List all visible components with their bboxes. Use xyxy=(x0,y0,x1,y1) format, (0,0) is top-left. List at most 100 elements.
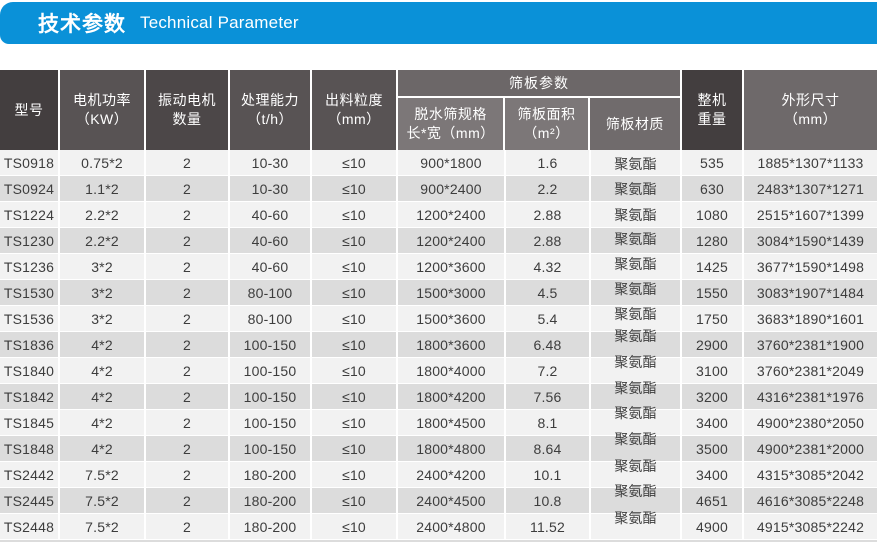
cell-screen-material: 聚氨酯 xyxy=(591,328,682,357)
cell-screen-area: 8.1 xyxy=(506,410,591,435)
cell-model: TS2442 xyxy=(0,462,60,487)
header-model: 型号 xyxy=(0,70,60,150)
cell-motor-power: 2.2*2 xyxy=(60,202,146,227)
cell-motor-qty: 2 xyxy=(146,254,230,279)
screen-material-text: 聚氨酯 xyxy=(614,404,657,421)
cell-screen-material: 聚氨酯 xyxy=(591,306,682,331)
header-motor-power-line1: 电机功率 xyxy=(73,92,131,108)
header-dimensions-line2: （mm） xyxy=(783,111,838,127)
header-screen-area-line2: （m²） xyxy=(523,125,570,141)
cell-capacity: 80-100 xyxy=(230,280,312,305)
cell-screen-area: 6.48 xyxy=(506,332,591,357)
cell-motor-power: 1.1*2 xyxy=(60,176,146,201)
cell-capacity: 100-150 xyxy=(230,410,312,435)
header-particle-size: 出料粒度 （mm） xyxy=(312,70,398,150)
cell-dimensions: 1885*1307*1133 xyxy=(744,150,877,175)
cell-screen-spec: 1800*4500 xyxy=(398,410,506,435)
table-row: TS2448 7.5*2 2 180-200 ≤10 2400*4800 11.… xyxy=(0,510,877,540)
section-title-chinese: 技术参数 xyxy=(38,13,126,36)
cell-capacity: 100-150 xyxy=(230,384,312,409)
cell-particle-size: ≤10 xyxy=(312,384,398,409)
cell-particle-size: ≤10 xyxy=(312,514,398,539)
cell-motor-qty: 2 xyxy=(146,280,230,305)
cell-capacity: 100-150 xyxy=(230,436,312,461)
cell-motor-power: 3*2 xyxy=(60,280,146,305)
table-row: TS1236 3*2 2 40-60 ≤10 1200*3600 4.32 聚氨… xyxy=(0,254,877,280)
header-machine-weight: 整机 重量 xyxy=(682,70,744,150)
table-row: TS1842 4*2 2 100-150 ≤10 1800*4200 7.56 … xyxy=(0,380,877,410)
cell-motor-qty: 2 xyxy=(146,384,230,409)
cell-motor-power: 4*2 xyxy=(60,384,146,409)
cell-model: TS1230 xyxy=(0,228,60,253)
cell-particle-size: ≤10 xyxy=(312,436,398,461)
cell-motor-power: 7.5*2 xyxy=(60,462,146,487)
header-dimensions-line1: 外形尺寸 xyxy=(781,92,840,108)
cell-dimensions: 3084*1590*1439 xyxy=(744,228,877,253)
cell-model: TS1845 xyxy=(0,410,60,435)
cell-weight: 3500 xyxy=(682,436,744,461)
cell-model: TS1224 xyxy=(0,202,60,227)
cell-dimensions: 4616*3085*2248 xyxy=(744,488,877,513)
cell-dimensions: 4315*3085*2042 xyxy=(744,462,877,487)
header-motor-power-line2: （KW） xyxy=(75,111,129,127)
table-row: TS1536 3*2 2 80-100 ≤10 1500*3600 5.4 聚氨… xyxy=(0,306,877,332)
cell-particle-size: ≤10 xyxy=(312,306,398,331)
cell-motor-qty: 2 xyxy=(146,358,230,383)
header-particle-size-line1: 出料粒度 xyxy=(325,92,383,108)
cell-model: TS2448 xyxy=(0,514,60,539)
cell-dimensions: 3083*1907*1484 xyxy=(744,280,877,305)
cell-dimensions: 4915*3085*2242 xyxy=(744,514,877,539)
header-screen-area: 筛板面积 （m²） xyxy=(505,98,590,150)
table-body: TS0918 0.75*2 2 10-30 ≤10 900*1800 1.6 聚… xyxy=(0,150,877,540)
header-screen-params-group: 筛板参数 脱水筛规格 长*宽（mm） 筛板面积 （m²） 筛板材质 xyxy=(398,70,682,150)
cell-screen-area: 2.88 xyxy=(506,202,591,227)
cell-motor-qty: 2 xyxy=(146,436,230,461)
cell-motor-power: 2.2*2 xyxy=(60,228,146,253)
cell-screen-material: 聚氨酯 xyxy=(591,483,682,513)
cell-capacity: 40-60 xyxy=(230,254,312,279)
table-row: TS1530 3*2 2 80-100 ≤10 1500*3000 4.5 聚氨… xyxy=(0,280,877,306)
table-row: TS1848 4*2 2 100-150 ≤10 1800*4800 8.64 … xyxy=(0,431,877,462)
cell-model: TS1842 xyxy=(0,384,60,409)
header-motor-qty: 振动电机 数量 xyxy=(146,70,230,150)
cell-screen-spec: 1500*3600 xyxy=(398,306,506,331)
cell-motor-power: 4*2 xyxy=(60,436,146,461)
cell-motor-qty: 2 xyxy=(146,410,230,435)
cell-model: TS1236 xyxy=(0,254,60,279)
cell-weight: 3200 xyxy=(682,384,744,409)
header-screen-area-line1: 筛板面积 xyxy=(517,106,576,122)
screen-material-text: 聚氨酯 xyxy=(614,180,657,197)
cell-screen-spec: 2400*4200 xyxy=(398,462,506,487)
cell-capacity: 180-200 xyxy=(230,462,312,487)
cell-screen-material: 聚氨酯 xyxy=(591,202,682,227)
cell-screen-area: 7.56 xyxy=(506,384,591,409)
cell-motor-qty: 2 xyxy=(146,176,230,201)
table-row: TS1836 4*2 2 100-150 ≤10 1800*3600 6.48 … xyxy=(0,328,877,358)
cell-dimensions: 3677*1590*1498 xyxy=(744,254,877,279)
cell-particle-size: ≤10 xyxy=(312,202,398,227)
cell-screen-spec: 2400*4800 xyxy=(398,514,506,539)
header-model-label: 型号 xyxy=(14,101,44,118)
header-screen-spec-line1: 脱水筛规格 xyxy=(414,106,487,122)
cell-model: TS1530 xyxy=(0,280,60,305)
cell-capacity: 10-30 xyxy=(230,176,312,201)
cell-screen-material: 聚氨酯 xyxy=(591,228,682,253)
header-machine-weight-line2: 重量 xyxy=(697,111,727,127)
cell-dimensions: 3760*2381*1900 xyxy=(744,332,877,357)
cell-weight: 1425 xyxy=(682,254,744,279)
cell-model: TS0918 xyxy=(0,150,60,175)
cell-motor-power: 4*2 xyxy=(60,358,146,383)
cell-weight: 1550 xyxy=(682,280,744,305)
screen-material-text: 聚氨酯 xyxy=(614,457,657,474)
screen-material-text: 聚氨酯 xyxy=(614,430,657,447)
screen-material-text: 聚氨酯 xyxy=(614,206,657,223)
cell-screen-material: 聚氨酯 xyxy=(591,380,682,409)
cell-weight: 4900 xyxy=(682,514,744,539)
cell-particle-size: ≤10 xyxy=(312,280,398,305)
cell-screen-spec: 1200*2400 xyxy=(398,228,506,253)
cell-screen-area: 8.64 xyxy=(506,436,591,461)
cell-screen-area: 4.32 xyxy=(506,254,591,279)
table-row: TS0918 0.75*2 2 10-30 ≤10 900*1800 1.6 聚… xyxy=(0,150,877,176)
cell-particle-size: ≤10 xyxy=(312,254,398,279)
